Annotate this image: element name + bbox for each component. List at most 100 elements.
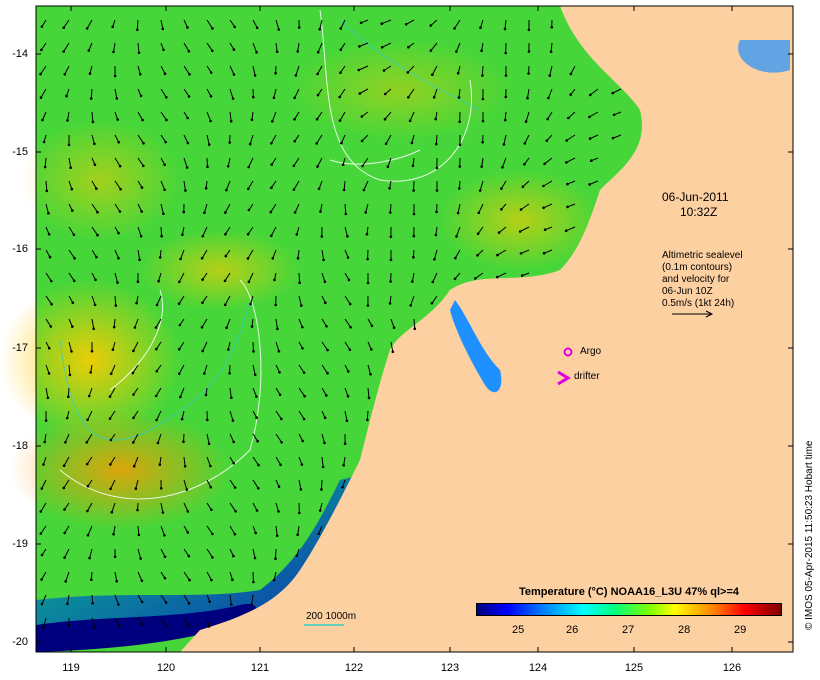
velocity-arrow-head bbox=[246, 232, 250, 236]
velocity-arrow bbox=[298, 410, 305, 420]
velocity-arrow-head bbox=[247, 187, 250, 191]
velocity-arrow bbox=[340, 134, 346, 144]
velocity-arrow-head bbox=[342, 463, 346, 467]
velocity-arrow-head bbox=[43, 440, 46, 444]
velocity-arrow bbox=[430, 42, 438, 51]
velocity-arrow bbox=[229, 19, 236, 28]
velocity-arrow bbox=[160, 111, 167, 121]
velocity-arrow bbox=[42, 111, 47, 121]
velocity-arrow bbox=[183, 617, 189, 626]
velocity-arrow bbox=[273, 88, 277, 98]
velocity-arrow-head bbox=[432, 96, 436, 99]
velocity-arrow bbox=[479, 180, 484, 191]
velocity-arrow bbox=[365, 203, 369, 213]
velocity-arrow-head bbox=[113, 555, 117, 558]
velocity-arrow bbox=[320, 479, 323, 490]
velocity-arrow-head bbox=[411, 280, 414, 283]
velocity-arrow bbox=[270, 203, 277, 213]
velocity-arrow-head bbox=[188, 578, 191, 582]
velocity-arrow-head bbox=[184, 189, 187, 192]
velocity-arrow-head bbox=[255, 509, 259, 512]
velocity-arrow-head bbox=[142, 142, 145, 145]
velocity-arrow-head bbox=[116, 118, 119, 121]
velocity-arrow bbox=[110, 364, 116, 374]
velocity-arrow-head bbox=[200, 256, 204, 260]
velocity-arrow-head bbox=[109, 463, 112, 466]
velocity-arrow-head bbox=[40, 578, 43, 581]
velocity-arrow bbox=[112, 341, 116, 350]
colorbar-title: Temperature (°C) NOAA16_L3U 47% ql>=4 bbox=[519, 586, 739, 598]
velocity-arrow-head bbox=[431, 73, 434, 76]
velocity-arrow-head bbox=[280, 417, 283, 421]
velocity-arrow-head bbox=[293, 96, 297, 100]
velocity-arrow-head bbox=[341, 486, 344, 489]
velocity-arrow-head bbox=[70, 350, 73, 353]
velocity-arrow-head bbox=[346, 235, 349, 238]
velocity-arrow-head bbox=[316, 93, 320, 97]
velocity-arrow-head bbox=[50, 302, 53, 306]
velocity-arrow-head bbox=[408, 119, 412, 123]
velocity-arrow bbox=[137, 226, 142, 237]
lon-label: 121 bbox=[250, 662, 270, 674]
velocity-arrow bbox=[44, 157, 47, 168]
velocity-arrow bbox=[547, 111, 553, 120]
velocity-arrow-head bbox=[543, 228, 547, 231]
velocity-arrow-head bbox=[162, 212, 165, 215]
velocity-arrow bbox=[275, 42, 278, 52]
velocity-arrow-head bbox=[497, 231, 501, 234]
velocity-arrow bbox=[224, 226, 231, 235]
velocity-arrow-head bbox=[186, 531, 190, 534]
velocity-arrow-head bbox=[435, 142, 438, 146]
velocity-arrow-head bbox=[87, 49, 91, 52]
lon-label: 120 bbox=[156, 662, 176, 674]
velocity-arrow-head bbox=[298, 281, 301, 285]
velocity-arrow bbox=[252, 341, 254, 352]
velocity-arrow-head bbox=[612, 113, 616, 117]
velocity-arrow-head bbox=[255, 395, 258, 398]
velocity-arrow-head bbox=[109, 487, 112, 491]
velocity-arrow bbox=[158, 272, 162, 282]
velocity-arrow-head bbox=[384, 142, 388, 145]
lat-label: -17 bbox=[12, 342, 28, 354]
velocity-arrow-head bbox=[88, 556, 91, 560]
velocity-arrow bbox=[498, 226, 507, 233]
velocity-arrow-head bbox=[458, 165, 462, 168]
velocity-arrow bbox=[64, 548, 70, 558]
velocity-arrow bbox=[155, 341, 162, 350]
velocity-arrow-head bbox=[140, 186, 144, 189]
velocity-arrow-head bbox=[389, 280, 392, 283]
velocity-arrow bbox=[229, 479, 236, 488]
velocity-arrow-head bbox=[186, 116, 189, 120]
velocity-arrow bbox=[317, 65, 323, 75]
velocity-arrow-head bbox=[187, 554, 191, 558]
velocity-arrow-head bbox=[163, 576, 167, 580]
velocity-arrow bbox=[385, 134, 392, 144]
velocity-arrow-head bbox=[411, 164, 415, 168]
velocity-arrow-head bbox=[111, 348, 115, 351]
velocity-arrow bbox=[157, 433, 162, 444]
velocity-arrow-head bbox=[132, 416, 135, 420]
velocity-arrow bbox=[297, 249, 300, 259]
velocity-arrow-head bbox=[223, 303, 227, 307]
velocity-arrow bbox=[68, 364, 71, 375]
velocity-arrow bbox=[114, 249, 119, 259]
velocity-arrow-head bbox=[64, 580, 67, 583]
velocity-arrow bbox=[229, 111, 232, 122]
velocity-arrow-head bbox=[320, 488, 323, 491]
velocity-arrow-head bbox=[292, 164, 296, 167]
velocity-arrow bbox=[248, 272, 254, 283]
velocity-arrow-head bbox=[339, 27, 343, 30]
velocity-arrow bbox=[88, 387, 93, 397]
velocity-arrow-head bbox=[62, 50, 65, 53]
velocity-arrow-head bbox=[200, 325, 204, 329]
velocity-arrow-head bbox=[72, 233, 76, 237]
velocity-arrow bbox=[321, 249, 325, 260]
velocity-arrow-head bbox=[233, 25, 236, 29]
velocity-arrow-head bbox=[132, 441, 135, 444]
velocity-arrow-head bbox=[270, 163, 274, 166]
velocity-arrow-head bbox=[159, 487, 163, 490]
colorbar bbox=[476, 603, 782, 616]
velocity-arrow-head bbox=[41, 118, 44, 122]
velocity-arrow bbox=[229, 571, 233, 580]
velocity-arrow-head bbox=[93, 142, 96, 146]
